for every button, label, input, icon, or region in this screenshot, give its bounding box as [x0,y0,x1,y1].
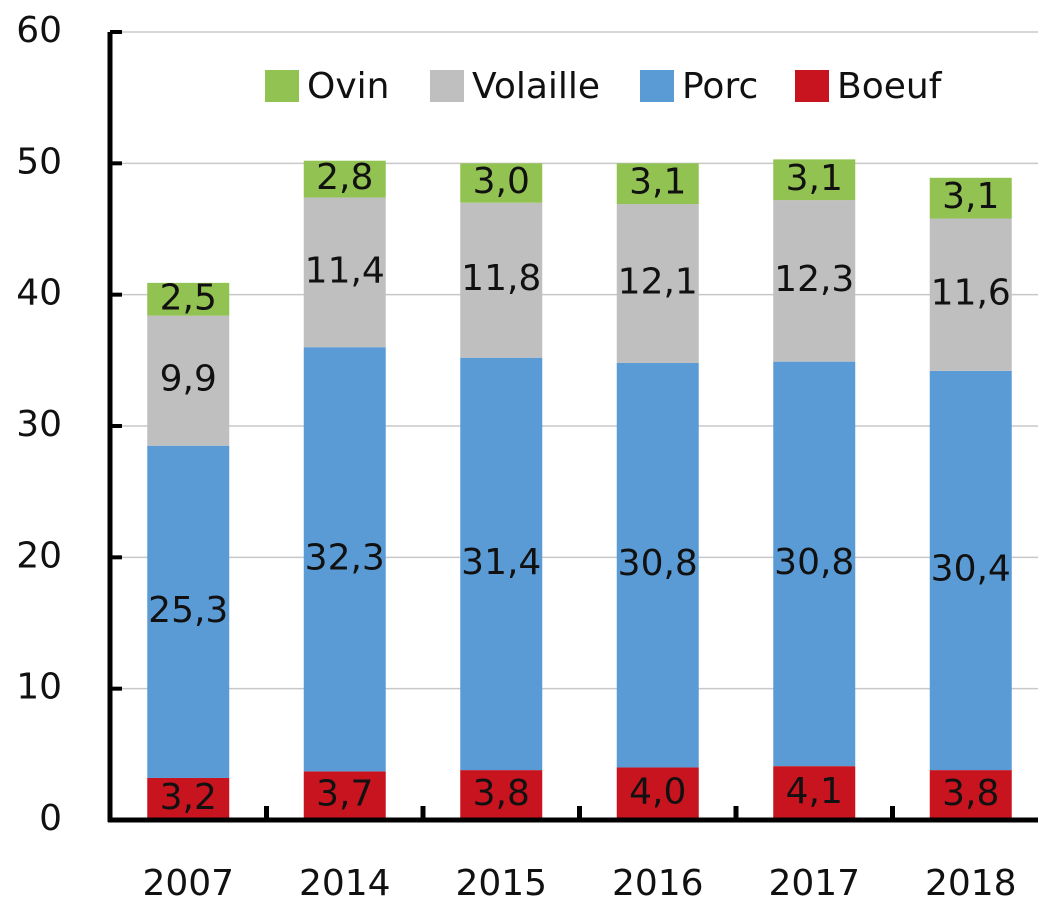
data-label: 30,8 [774,542,854,583]
data-label: 32,3 [305,537,385,578]
legend-swatch [265,70,299,102]
x-tick-label: 2016 [612,863,704,904]
bar-segment [147,282,230,316]
bar-segment [303,197,386,348]
legend-label: Porc [682,66,758,107]
data-label: 31,4 [461,542,541,583]
bar-segment [303,771,386,820]
y-tick-label: 0 [39,798,62,839]
x-tick-label: 2015 [455,863,547,904]
legend-swatch [430,70,464,102]
bar-segment [616,362,699,768]
bar-segment [616,767,699,820]
legend-label: Ovin [307,66,389,107]
bar-segment [773,766,856,820]
bar-segment [147,315,230,446]
bar-segment [929,177,1012,219]
y-tick-label: 50 [16,141,62,182]
legend-swatch [640,70,674,102]
bar-segment [929,218,1012,371]
data-label: 30,4 [931,548,1011,589]
data-label: 4,1 [786,771,843,812]
x-tick-label: 2018 [925,863,1017,904]
y-tick-label: 10 [16,667,62,708]
data-label: 12,3 [774,259,854,300]
data-label: 3,1 [942,176,999,217]
bar-segment [460,163,543,203]
bar-segment [929,370,1012,771]
x-tick-label: 2007 [142,863,234,904]
data-label: 11,8 [461,258,541,299]
data-label: 3,8 [942,773,999,814]
y-tick-label: 60 [16,10,62,51]
data-label: 9,9 [160,359,217,400]
data-label: 25,3 [148,590,228,631]
data-label: 3,1 [786,158,843,199]
data-label: 3,0 [473,161,530,202]
data-label: 11,6 [931,273,1011,314]
bar-segment [303,160,386,198]
bar-segment [303,347,386,772]
bar-segment [460,357,543,771]
legend-swatch [795,70,829,102]
bar-segment [460,202,543,358]
y-tick-label: 40 [16,273,62,314]
data-label: 2,5 [160,277,217,318]
data-label: 3,8 [473,773,530,814]
y-tick-label: 30 [16,404,62,445]
data-label: 4,0 [629,772,686,813]
legend-label: Boeuf [837,66,943,107]
y-tick-label: 20 [16,535,62,576]
data-label: 11,4 [305,250,385,291]
data-label: 3,2 [160,777,217,818]
data-label: 12,1 [618,262,698,303]
bar-segment [147,445,230,778]
bar-segment [460,770,543,820]
bar-segment [616,163,699,205]
bar-segment [773,361,856,767]
bar-segment [773,200,856,362]
data-label: 30,8 [618,543,698,584]
bar-segment [929,770,1012,820]
legend-label: Volaille [472,66,600,107]
data-label: 3,7 [316,774,373,815]
bar-segment [773,159,856,201]
bar-segment [147,777,230,820]
bar-segment [616,204,699,363]
x-tick-label: 2017 [768,863,860,904]
data-label: 2,8 [316,157,373,198]
x-tick-label: 2014 [299,863,391,904]
data-label: 3,1 [629,162,686,203]
